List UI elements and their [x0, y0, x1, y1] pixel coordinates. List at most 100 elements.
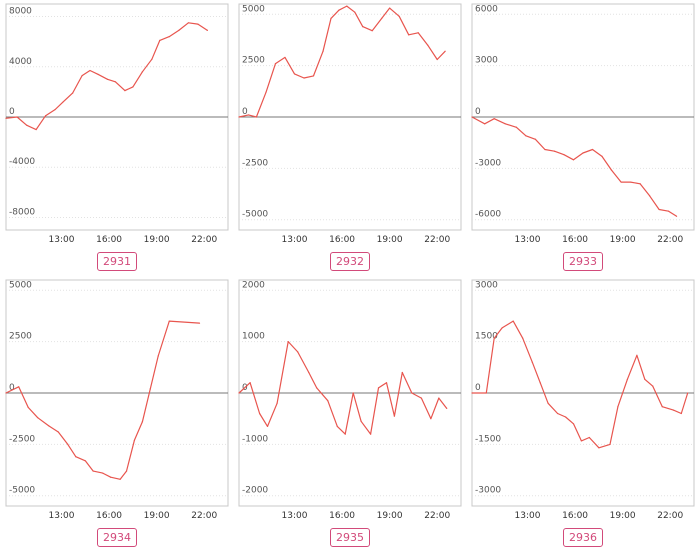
data-point — [266, 425, 269, 427]
data-point — [639, 183, 641, 185]
x-tick-label: 22:00 — [657, 511, 683, 521]
x-tick-label: 16:00 — [329, 511, 355, 521]
data-point — [649, 195, 651, 197]
y-tick-label: 4000 — [9, 57, 32, 67]
data-point — [336, 425, 338, 427]
data-point — [652, 385, 654, 387]
data-point — [168, 320, 170, 322]
x-tick-label: 19:00 — [144, 235, 170, 245]
x-tick-label: 19:00 — [144, 511, 170, 521]
data-point — [471, 392, 473, 394]
data-point — [680, 412, 682, 415]
data-point — [436, 58, 438, 61]
data-point — [198, 322, 201, 324]
y-tick-label: -3000 — [475, 158, 501, 168]
data-point — [539, 382, 541, 384]
data-point — [672, 409, 674, 411]
data-point — [255, 116, 258, 118]
data-point — [141, 421, 143, 423]
data-point — [580, 440, 583, 442]
series-line — [5, 320, 200, 480]
data-point — [125, 470, 128, 472]
data-point — [330, 17, 332, 19]
y-tick-label: 6000 — [475, 4, 498, 14]
data-point — [522, 337, 524, 339]
data-point — [620, 181, 622, 183]
x-tick-label: 13:00 — [282, 235, 308, 245]
data-point — [247, 114, 250, 116]
data-point — [557, 412, 559, 415]
data-point — [501, 327, 503, 329]
y-tick-label: -6000 — [475, 210, 501, 220]
data-point — [84, 460, 86, 462]
data-point — [72, 92, 74, 94]
data-point — [617, 406, 619, 408]
series-line — [238, 341, 448, 435]
y-tick-label: -5000 — [9, 486, 35, 496]
data-point — [274, 62, 277, 65]
data-point — [322, 50, 324, 52]
x-tick-label: 16:00 — [562, 511, 588, 521]
data-point — [553, 150, 556, 152]
data-point — [54, 108, 56, 111]
chart-tag-2933: 2933 — [563, 252, 603, 271]
y-tick-label: 5000 — [242, 4, 265, 14]
data-point — [381, 17, 383, 19]
data-point — [62, 101, 64, 103]
data-point — [609, 443, 611, 445]
data-point — [572, 423, 575, 425]
data-point — [398, 15, 400, 17]
data-point — [110, 476, 112, 478]
data-point — [484, 123, 486, 125]
data-point — [114, 81, 117, 83]
data-point — [389, 7, 391, 9]
data-point — [411, 392, 413, 394]
x-tick-label: 13:00 — [49, 235, 75, 245]
chart-2934: 5000 2500 0 -2500 -5000 13:00 16:00 19:00 22:00 — [5, 279, 229, 521]
y-tick-label: 0 — [9, 383, 15, 393]
data-point — [26, 124, 28, 126]
data-point — [346, 5, 348, 7]
y-tick-label: 3000 — [475, 280, 498, 290]
data-point — [687, 392, 689, 394]
y-tick-label: 0 — [242, 107, 248, 117]
y-tick-label: 5000 — [9, 280, 32, 290]
y-tick-label: 0 — [475, 107, 481, 117]
data-point — [18, 386, 20, 388]
y-tick-label: -8000 — [9, 207, 35, 217]
x-tick-label: 16:00 — [329, 235, 355, 245]
y-tick-label: 1000 — [242, 332, 265, 342]
data-point — [149, 388, 151, 390]
x-tick-label: 19:00 — [610, 235, 636, 245]
data-point — [564, 416, 567, 418]
y-tick-label: -2000 — [242, 486, 268, 496]
data-point — [362, 26, 364, 28]
data-point — [534, 138, 537, 140]
data-point — [427, 44, 429, 46]
y-tick-label: 2500 — [242, 56, 265, 66]
data-point — [287, 341, 289, 343]
data-point — [661, 406, 663, 408]
x-tick-label: 16:00 — [96, 511, 122, 521]
data-point — [16, 116, 18, 118]
data-point — [598, 447, 600, 449]
data-point — [327, 400, 329, 402]
data-point — [57, 431, 59, 433]
y-tick-label: -3000 — [475, 486, 501, 496]
data-point — [544, 148, 546, 151]
data-point — [238, 392, 240, 394]
data-point — [371, 30, 373, 32]
data-point — [408, 34, 410, 36]
data-point — [515, 126, 518, 128]
y-tick-label: -2500 — [9, 434, 35, 444]
data-point — [132, 86, 134, 88]
y-tick-label: 3000 — [475, 56, 498, 66]
y-tick-label: 1500 — [475, 332, 498, 342]
y-tick-label: -5000 — [242, 210, 268, 220]
y-tick-label: -2500 — [242, 158, 268, 168]
chart-2933: 6000 3000 0 -3000 -6000 13:00 16:00 19:00 22:00 — [471, 3, 695, 245]
data-point — [81, 74, 83, 77]
data-point — [563, 154, 565, 156]
data-point — [5, 392, 7, 394]
